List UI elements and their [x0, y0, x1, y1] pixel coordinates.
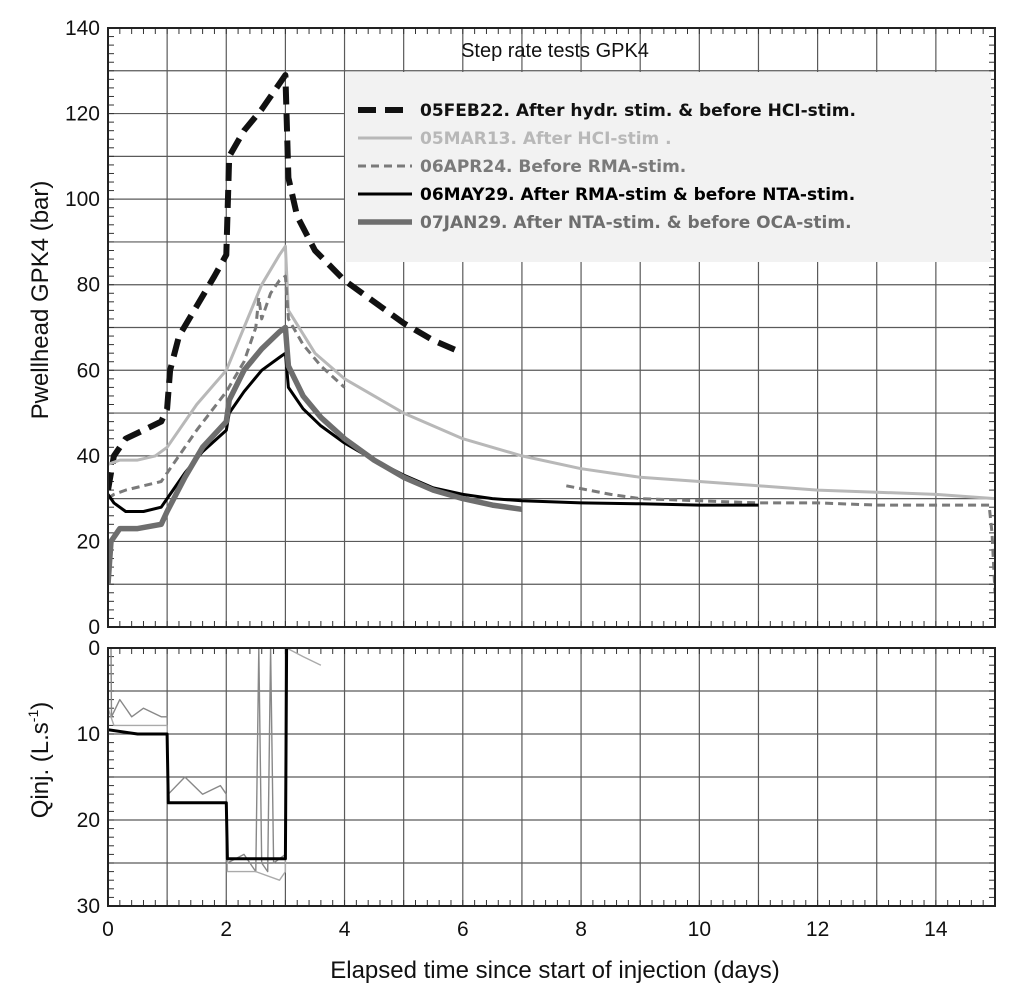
- lower-y-axis-label: Qinj. (L.s-1): [25, 702, 54, 818]
- lower-x-tick-label: 2: [220, 918, 232, 941]
- upper-series-line-3: [108, 274, 995, 593]
- upper-y-tick-label: 80: [77, 274, 100, 297]
- upper-y-tick-label: 140: [65, 17, 100, 40]
- lower-y-tick-label: 0: [88, 637, 100, 660]
- lower-plot-frame: [107, 647, 996, 907]
- lower-y-tick-label: 10: [77, 723, 100, 746]
- upper-y-tick-label: 120: [65, 103, 100, 126]
- lower-series-line-1: [108, 648, 288, 873]
- lower-series-line-3: [108, 648, 289, 861]
- legend-entry-5: 07JAN29. After NTA-stim. & before OCA-st…: [420, 213, 852, 233]
- upper-series-line-1: [108, 72, 464, 491]
- lower-y-tick-label: 20: [77, 809, 100, 832]
- upper-y-axis-label: Pwellhead GPK4 (bar): [27, 181, 54, 420]
- x-axis-label: Elapsed time since start of injection (d…: [330, 957, 780, 984]
- legend-entry-4: 06MAY29. After RMA-stim & before NTA-sti…: [420, 185, 855, 205]
- lower-x-tick-label: 4: [339, 918, 351, 941]
- lower-x-tick-label: 12: [806, 918, 829, 941]
- legend: 05FEB22. After hydr. stim. & before HCI-…: [345, 72, 991, 262]
- upper-plot-frame: [107, 27, 996, 628]
- lower-x-tick-label: 0: [102, 918, 114, 941]
- lower-y-tick-label: 30: [77, 895, 100, 918]
- upper-series-group: [108, 72, 995, 593]
- upper-y-tick-label: 40: [77, 445, 100, 468]
- legend-entry-2: 05MAR13. After HCI-stim .: [420, 129, 672, 149]
- lower-series-group: [108, 648, 995, 881]
- upper-series-line-4: [108, 351, 759, 513]
- upper-pressure-panel: 0 20 40 60 80 100 120 140 Step rate tests GPK4 05…: [65, 17, 996, 639]
- lower-x-tick-label: 10: [688, 918, 711, 941]
- upper-y-tick-label: 0: [88, 616, 100, 639]
- upper-series-line-2: [108, 244, 995, 501]
- legend-entry-1: 05FEB22. After hydr. stim. & before HCI-…: [420, 101, 856, 121]
- legend-box: [345, 72, 991, 262]
- legend-entry-3: 06APR24. Before RMA-stim.: [420, 157, 686, 177]
- upper-y-tick-label: 60: [77, 359, 100, 382]
- lower-x-tick-label: 6: [457, 918, 469, 941]
- upper-y-tick-label: 100: [65, 188, 100, 211]
- lower-x-tick-label: 8: [575, 918, 587, 941]
- upper-series-line-5: [108, 324, 523, 585]
- lower-x-tick-label: 14: [924, 918, 948, 941]
- chart-title: Step rate tests GPK4: [461, 40, 649, 62]
- upper-y-tick-label: 20: [77, 530, 100, 553]
- axis-labels: Pwellhead GPK4 (bar) Qinj. (L.s-1) Elaps…: [25, 181, 780, 984]
